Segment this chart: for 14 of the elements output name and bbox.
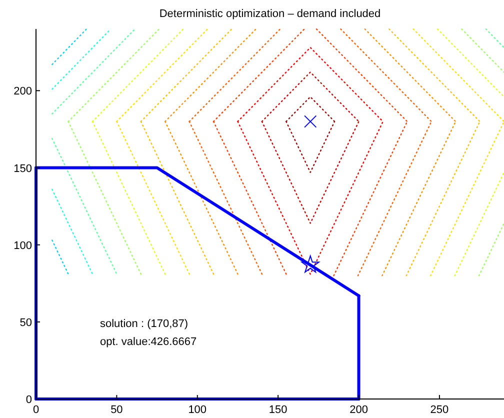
x-tick-label: 0 xyxy=(32,404,40,416)
y-tick-label: 0 xyxy=(26,394,32,406)
x-tick-label: 250 xyxy=(430,404,449,416)
x-tick-label: 100 xyxy=(188,404,207,416)
y-tick-label: 50 xyxy=(20,316,32,329)
x-tick-label: 150 xyxy=(268,404,288,416)
y-tick-label: 200 xyxy=(14,86,32,98)
annotation: opt. value:426.6667 xyxy=(100,336,197,348)
y-tick-label: 150 xyxy=(14,162,32,175)
x-tick-label: 200 xyxy=(350,404,368,416)
chart-title: Deterministic optimization – demand included xyxy=(159,8,381,20)
annotation: solution : (170,87) xyxy=(100,318,188,330)
y-tick-label: 100 xyxy=(14,240,32,252)
x-tick-label: 50 xyxy=(110,404,123,416)
